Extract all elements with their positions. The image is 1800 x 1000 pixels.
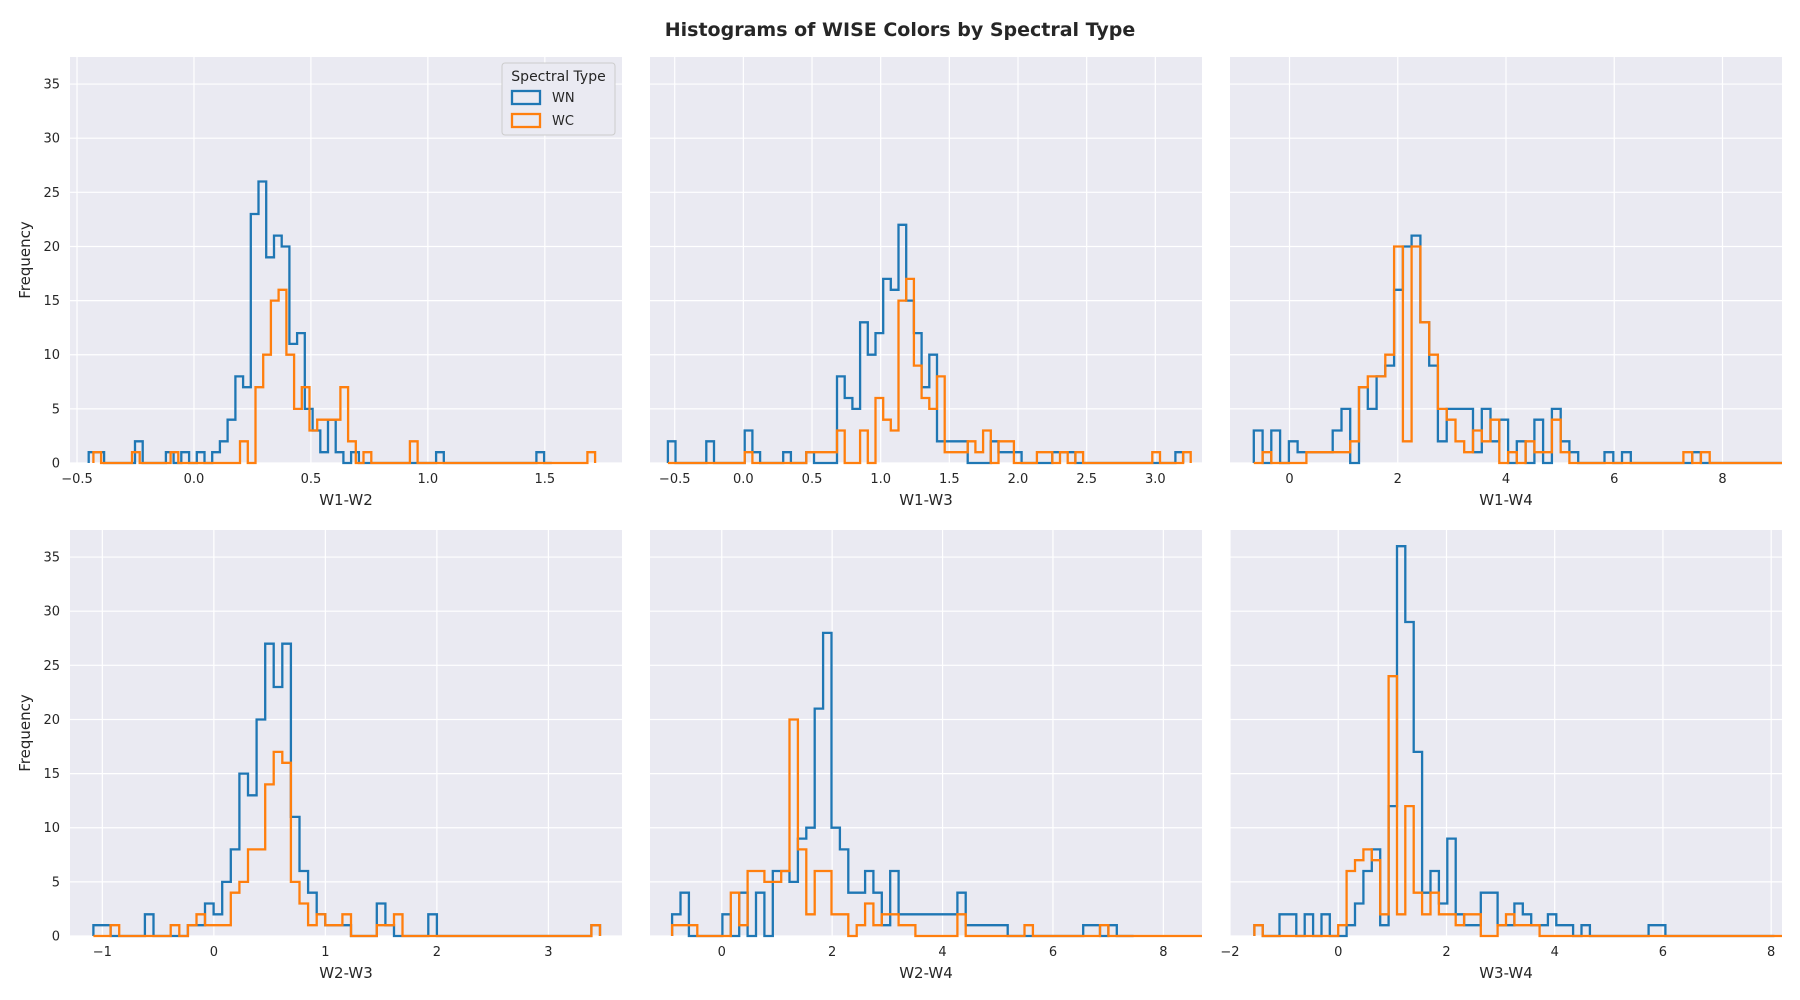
y-tick-label: 35 (43, 78, 60, 93)
histogram-step-wc (1253, 245, 1782, 465)
axes-background (650, 57, 1202, 463)
x-tick-label: 6 (1610, 472, 1618, 487)
axes-background (1230, 530, 1782, 936)
x-tick-label: 4 (938, 945, 946, 960)
x-tick-label: 0.5 (802, 472, 823, 487)
axes-background (70, 530, 622, 936)
panel-w2-w3: 0 5 10 15 20 25 30 35 −1 0 1 2 3 W2-W3 Frequency (16, 530, 622, 982)
x-tick-label: 2 (1394, 472, 1402, 487)
x-tick-label: 0 (1285, 472, 1293, 487)
x-tick-label: 0.0 (184, 472, 205, 487)
y-tick-label: 0 (52, 457, 60, 472)
x-axis-label: W3-W4 (1479, 964, 1533, 982)
histogram-step-wc (1253, 675, 1782, 938)
legend: Spectral Type WN WC (501, 62, 616, 136)
histogram-step-wc (670, 718, 1202, 938)
x-tick-label: 1 (321, 945, 329, 960)
x-tick-label: −0.5 (61, 472, 93, 487)
y-axis-label: Frequency (16, 221, 34, 299)
x-tick-label: 0 (718, 945, 726, 960)
panel-w3-w4: −2 0 2 4 6 8 W3-W4 (1220, 530, 1782, 982)
x-tick-label: 2 (433, 945, 441, 960)
y-tick-label: 25 (43, 659, 60, 674)
legend-label-wc: WC (552, 114, 574, 129)
x-tick-label: −1 (93, 945, 112, 960)
histogram-step-wn (1253, 545, 1775, 938)
y-tick-label: 5 (52, 402, 60, 417)
x-tick-label: 2 (1442, 945, 1450, 960)
y-tick-label: 25 (43, 186, 60, 201)
y-tick-label: 30 (43, 605, 60, 620)
y-tick-label: 20 (43, 713, 60, 728)
x-tick-label: 1.5 (939, 472, 960, 487)
axes-background (650, 530, 1202, 936)
x-tick-label: −2 (1220, 945, 1239, 960)
x-tick-label: 3.0 (1145, 472, 1166, 487)
legend-label-wn: WN (552, 91, 575, 106)
y-tick-label: 15 (43, 767, 60, 782)
x-tick-label: 2.5 (1076, 472, 1097, 487)
x-axis-label: W2-W4 (899, 964, 953, 982)
y-tick-label: 10 (43, 348, 60, 363)
x-tick-label: 8 (1159, 945, 1167, 960)
y-tick-label: 30 (43, 132, 60, 147)
panel-w1-w4: 0 2 4 6 8 W1-W4 (1230, 57, 1782, 509)
y-tick-label: 20 (43, 240, 60, 255)
x-tick-label: 2 (828, 945, 836, 960)
y-tick-label: 10 (43, 821, 60, 836)
x-tick-label: 0.5 (301, 472, 322, 487)
y-tick-label: 35 (43, 551, 60, 566)
y-tick-label: 15 (43, 294, 60, 309)
x-tick-label: 1.0 (418, 472, 439, 487)
panel-w2-w4: 0 2 4 6 8 W2-W4 (650, 530, 1202, 982)
x-axis-label: W1-W2 (319, 491, 373, 509)
legend-box (501, 62, 616, 136)
x-tick-label: −0.5 (659, 472, 691, 487)
x-tick-label: 3 (544, 945, 552, 960)
legend-swatch-wc (510, 112, 542, 129)
x-tick-label: 0 (210, 945, 218, 960)
x-tick-label: 8 (1718, 472, 1726, 487)
histogram-step-wc (92, 288, 597, 465)
x-tick-label: 1.5 (534, 472, 555, 487)
legend-title: Spectral Type (511, 69, 605, 85)
histogram-step-wc (667, 277, 1192, 465)
x-tick-label: 0.0 (733, 472, 754, 487)
x-axis-label: W1-W4 (1479, 491, 1533, 509)
histogram-step-wc (93, 750, 602, 938)
x-tick-label: 4 (1502, 472, 1510, 487)
x-tick-label: 6 (1659, 945, 1667, 960)
panel-w1-w3: −0.5 0.0 0.5 1.0 1.5 2.0 2.5 3.0 W1-W3 (650, 57, 1202, 509)
y-tick-label: 5 (52, 875, 60, 890)
x-tick-label: 4 (1551, 945, 1559, 960)
x-tick-label: 0 (1334, 945, 1342, 960)
x-tick-label: 6 (1049, 945, 1057, 960)
x-axis-label: W2-W3 (319, 964, 373, 982)
y-tick-label: 0 (52, 930, 60, 945)
figure-title: Histograms of WISE Colors by Spectral Ty… (665, 19, 1135, 41)
x-tick-label: 8 (1767, 945, 1775, 960)
x-tick-label: 2.0 (1008, 472, 1029, 487)
x-tick-label: 1.0 (870, 472, 891, 487)
x-axis-label: W1-W3 (899, 491, 953, 509)
legend-swatch-wn (510, 89, 542, 106)
y-axis-label: Frequency (16, 694, 34, 772)
